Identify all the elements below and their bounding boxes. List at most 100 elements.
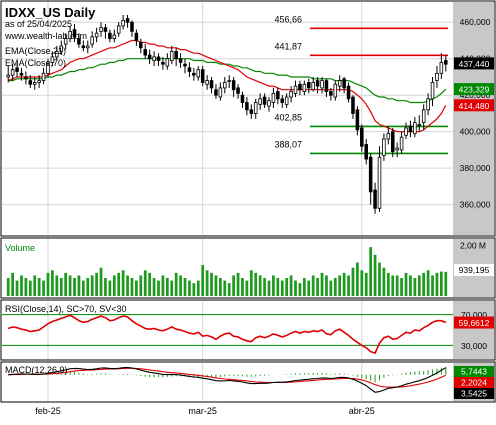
candle-body (209, 80, 214, 89)
volume-bar (73, 278, 76, 296)
volume-bar (104, 278, 107, 296)
macd-last-label: 3,5425 (461, 389, 487, 399)
volume-bar (431, 275, 434, 296)
candle-body (10, 69, 15, 76)
volume-bar (391, 275, 395, 296)
volume-bar (55, 275, 59, 296)
candle-body (236, 87, 240, 94)
y-tick-label: 360,000 (460, 200, 491, 210)
candle-body (68, 30, 72, 40)
ema21-legend: EMA(Close,21) (5, 46, 66, 56)
volume-bar (254, 272, 258, 296)
candle-body (302, 83, 307, 92)
chart-title: IDXX_US Daily (5, 5, 96, 20)
volume-bar (227, 283, 231, 296)
volume-label: Volume (5, 243, 35, 253)
rsi-tick-label: 30,000 (461, 341, 487, 351)
volume-bar (90, 275, 94, 296)
volume-bar (126, 275, 129, 296)
volume-bar (148, 272, 152, 296)
candle-body (315, 80, 320, 87)
candle-body (280, 98, 285, 103)
volume-bar (298, 283, 302, 296)
volume-last-label: 939,195 (459, 265, 490, 275)
ema70-line (8, 58, 447, 104)
candle-body (276, 91, 280, 100)
x-tick-label: mar-25 (188, 406, 217, 416)
volume-bar (294, 280, 297, 296)
candle-body (351, 96, 355, 114)
volume-bar (409, 275, 412, 296)
volume-bar (99, 267, 103, 296)
volume-bar (59, 278, 63, 296)
candle-body (324, 80, 329, 92)
candle-body (337, 80, 342, 87)
candle-body (368, 156, 373, 193)
candle-body (139, 41, 143, 49)
candle-body (413, 122, 417, 134)
candle-body (169, 51, 174, 61)
candle-body (200, 69, 205, 83)
candle-body (72, 29, 77, 38)
candle-body (390, 131, 395, 153)
candle-body (125, 18, 130, 23)
volume-bar (42, 280, 45, 296)
volume-bar (183, 278, 187, 296)
volume-bar (329, 280, 333, 296)
volume-bar (152, 278, 156, 296)
rsi-line (7, 314, 447, 355)
volume-bar (11, 272, 15, 296)
volume-bar (24, 278, 28, 296)
volume-bar (214, 275, 218, 296)
candle-body (85, 45, 90, 49)
candle-body (444, 60, 448, 65)
candle-body (289, 91, 293, 98)
volume-bar (68, 275, 72, 296)
candle-body (205, 80, 209, 85)
candle-body (174, 51, 178, 60)
candle-body (143, 49, 148, 56)
price-level-label: 388,07 (274, 139, 302, 149)
ema21-line (7, 39, 447, 133)
candle-body (342, 78, 346, 89)
volume-bar (439, 271, 443, 296)
rsi-pane-frame (0, 299, 496, 361)
rsi-axis-bg (453, 301, 494, 359)
volume-bar (386, 272, 390, 296)
y-tick-label: 400,000 (460, 127, 491, 137)
volume-bar (400, 278, 403, 296)
volume-bar (373, 254, 377, 296)
volume-bar (37, 278, 41, 296)
volume-bar (236, 272, 240, 296)
candle-body (152, 56, 156, 61)
volume-bar (245, 280, 249, 296)
rsi-label: RSI(Close,14), SC>70, SV<30 (5, 304, 127, 314)
volume-bar (289, 275, 293, 296)
last-value-box (454, 99, 494, 112)
volume-bar (121, 270, 125, 296)
candle-body (63, 38, 68, 45)
rsi-tick-label: 70,000 (461, 310, 487, 320)
price-level-label: 441,87 (274, 41, 302, 51)
volume-bar (272, 275, 275, 296)
x-tick-label: abr-25 (349, 406, 375, 416)
volume-bar (369, 247, 373, 296)
volume-bar (81, 280, 85, 296)
candle-body (258, 98, 262, 105)
x-axis: feb-25 mar-25 abr-25 (35, 406, 375, 416)
plot-layer (6, 14, 448, 393)
macd-signal-line (8, 367, 447, 388)
candle-body (24, 76, 28, 80)
volume-bar (422, 272, 426, 296)
rsi-last-box (454, 316, 494, 329)
candle-body (90, 36, 94, 45)
candle-body (271, 92, 276, 103)
volume-bar (435, 272, 439, 296)
candle-body (439, 61, 444, 74)
volume-bar (6, 278, 10, 296)
macd-line (8, 366, 447, 393)
macd-last-box (454, 377, 494, 388)
candle-body (435, 72, 439, 82)
candle-body (37, 80, 41, 83)
